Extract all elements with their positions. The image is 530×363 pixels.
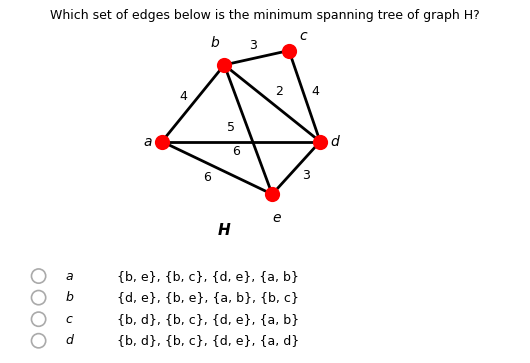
Text: {d, e}, {b, e}, {a, b}, {b, c}: {d, e}, {b, e}, {a, b}, {b, c} [118, 291, 299, 304]
Text: 4: 4 [180, 90, 188, 103]
Text: H: H [218, 223, 231, 238]
Text: 3: 3 [249, 39, 257, 52]
Text: 4: 4 [311, 85, 319, 98]
Text: c: c [66, 313, 73, 326]
Text: {b, d}, {b, c}, {d, e}, {a, b}: {b, d}, {b, c}, {d, e}, {a, b} [118, 313, 299, 326]
Point [220, 62, 228, 68]
Text: 5: 5 [227, 121, 235, 134]
Text: 6: 6 [204, 171, 211, 184]
Point [285, 48, 293, 53]
Text: b: b [210, 36, 219, 50]
Text: Which set of edges below is the minimum spanning tree of graph H?: Which set of edges below is the minimum … [50, 9, 480, 22]
Text: d: d [330, 135, 339, 148]
Text: c: c [299, 29, 307, 43]
Text: 6: 6 [232, 144, 240, 158]
Text: a: a [143, 135, 152, 148]
Point [268, 191, 277, 197]
Text: d: d [65, 334, 73, 347]
Text: e: e [273, 211, 281, 225]
Point [158, 139, 166, 144]
Text: {b, d}, {b, c}, {d, e}, {a, d}: {b, d}, {b, c}, {d, e}, {a, d} [118, 334, 299, 347]
Text: 2: 2 [276, 85, 284, 98]
Text: {b, e}, {b, c}, {d, e}, {a, b}: {b, e}, {b, c}, {d, e}, {a, b} [118, 270, 299, 282]
Text: a: a [65, 270, 73, 282]
Text: 3: 3 [302, 168, 310, 182]
Point [316, 139, 324, 144]
Text: b: b [65, 291, 73, 304]
